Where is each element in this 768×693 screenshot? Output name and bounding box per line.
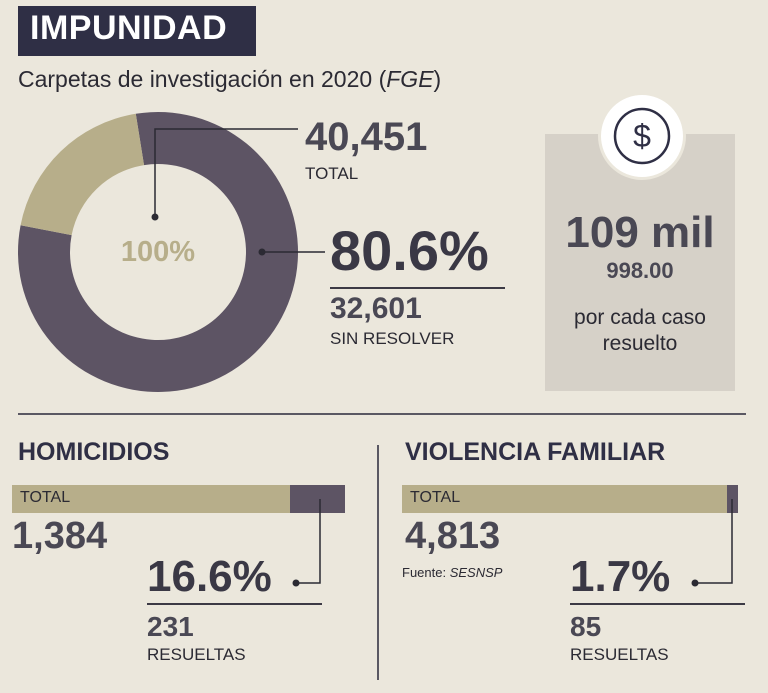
- homicidios-leader-dot: [292, 579, 300, 587]
- homicidios-rule: [147, 603, 322, 605]
- source-prefix: Fuente:: [402, 565, 450, 580]
- homicidios-resolved-label: RESUELTAS: [147, 645, 246, 664]
- source-note: Fuente: SESNSP: [402, 565, 502, 580]
- horizontal-divider: [18, 413, 746, 415]
- homicidios-total: 1,384: [12, 515, 108, 557]
- cost-amount-decimals: 998.00: [606, 258, 674, 283]
- violencia-bar-label: TOTAL: [410, 489, 461, 506]
- violencia-rule: [570, 603, 745, 605]
- svg-text:$: $: [633, 118, 651, 154]
- cost-description: por cada caso resuelto: [574, 306, 706, 355]
- homicidios-resolved-percentage: 16.6%: [147, 552, 272, 601]
- donut-center-label: 100%: [121, 236, 195, 268]
- violencia-resolved: 85: [570, 611, 602, 642]
- homicidios-bar-resolved: [290, 485, 345, 513]
- violencia-resolved-percentage: 1.7%: [570, 552, 671, 601]
- homicidios-bar-label: TOTAL: [20, 489, 71, 506]
- unresolved-label: SIN RESOLVER: [330, 329, 455, 348]
- source-name: SESNSP: [449, 565, 503, 580]
- total-value: 40,451: [305, 115, 428, 159]
- homicidios-title: HOMICIDIOS: [18, 438, 170, 466]
- unresolved-percentage: 80.6%: [330, 219, 489, 282]
- subtitle-source: FGE: [386, 66, 434, 92]
- cost-amount: 109 mil: [565, 208, 715, 257]
- violencia-bar-resolved: [727, 485, 738, 513]
- page-title: IMPUNIDAD: [30, 9, 228, 47]
- homicidios-resolved: 231: [147, 611, 194, 642]
- dollar-icon: $: [613, 107, 671, 165]
- subtitle-text: Carpetas de investigación en 2020 (: [18, 66, 387, 92]
- subtitle: Carpetas de investigación en 2020 (FGE): [18, 66, 441, 93]
- violencia-leader-dot: [691, 579, 699, 587]
- title-banner: [18, 6, 256, 56]
- donut-chart: 100%: [17, 112, 299, 392]
- total-label: TOTAL: [305, 164, 359, 183]
- vertical-divider: [377, 445, 379, 680]
- donut-slice-rest: [20, 113, 145, 236]
- unresolved-value: 32,601: [330, 292, 422, 325]
- dollar-coin-icon: $: [598, 92, 686, 180]
- violencia-bar: [402, 485, 738, 513]
- violencia-title: VIOLENCIA FAMILIAR: [405, 438, 666, 466]
- subtitle-close: ): [433, 66, 442, 92]
- violencia-resolved-label: RESUELTAS: [570, 645, 669, 664]
- violencia-total: 4,813: [405, 515, 501, 557]
- unresolved-rule: [330, 287, 505, 289]
